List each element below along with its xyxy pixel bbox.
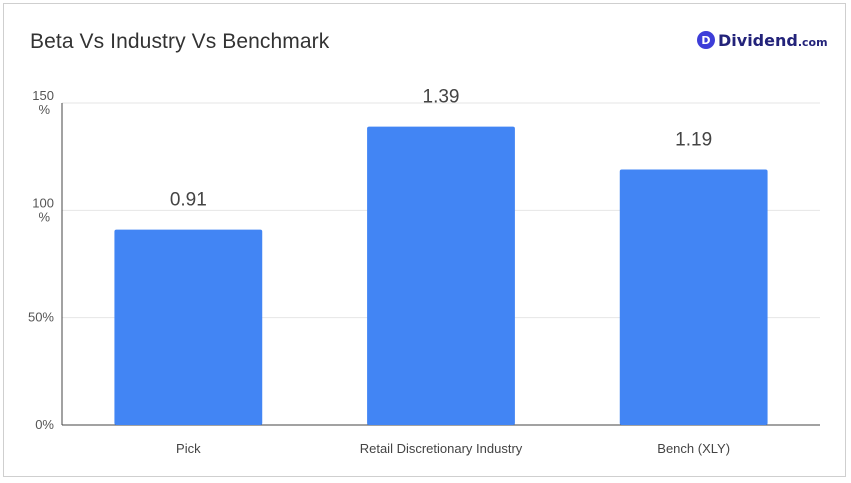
x-tick-label: Bench (XLY) bbox=[657, 441, 730, 456]
dividend-logo[interactable]: D Dividend .com bbox=[697, 28, 828, 52]
logo-suffix: .com bbox=[797, 35, 828, 49]
x-tick-label: Pick bbox=[176, 441, 201, 456]
bar-value-label: 1.39 bbox=[423, 87, 460, 108]
logo-badge-icon: D bbox=[697, 31, 715, 49]
bar bbox=[367, 126, 515, 425]
x-tick-label: Retail Discretionary Industry bbox=[360, 441, 523, 456]
bar-value-label: 1.19 bbox=[675, 130, 712, 151]
y-tick-label: 150% bbox=[32, 88, 54, 117]
bar bbox=[619, 169, 768, 425]
logo-name: Dividend bbox=[718, 30, 798, 50]
y-tick-label: 100% bbox=[32, 195, 54, 224]
bar-value-label: 0.91 bbox=[170, 190, 207, 211]
y-tick-label: 50% bbox=[28, 310, 54, 325]
bar bbox=[114, 229, 263, 425]
chart-title: Beta Vs Industry Vs Benchmark bbox=[30, 30, 330, 53]
y-tick-label: 0% bbox=[35, 417, 54, 432]
